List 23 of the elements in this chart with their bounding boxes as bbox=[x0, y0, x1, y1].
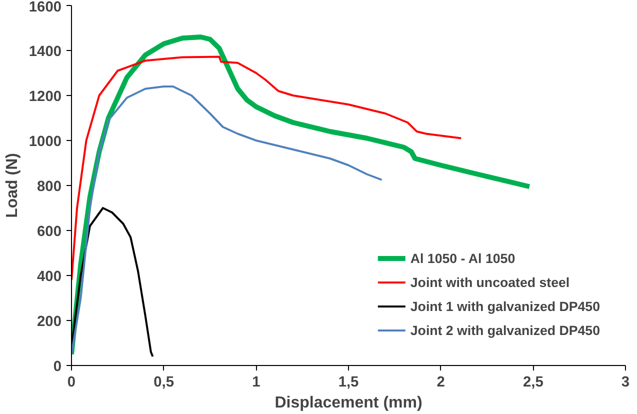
legend-label: Joint 1 with galvanized DP450 bbox=[410, 298, 600, 314]
y-tick-label: 800 bbox=[37, 179, 62, 195]
y-axis-title: Load (N) bbox=[4, 153, 21, 218]
y-tick-label: 600 bbox=[37, 224, 62, 240]
x-tick-label: 3 bbox=[621, 374, 630, 390]
x-tick-label: 1,5 bbox=[338, 374, 359, 390]
y-tick-label: 1400 bbox=[28, 44, 62, 60]
legend-label: Al 1050 - Al 1050 bbox=[410, 250, 516, 266]
y-tick-label: 1600 bbox=[28, 0, 62, 16]
y-tick-label: 400 bbox=[37, 269, 62, 285]
x-tick-label: 1 bbox=[252, 374, 260, 390]
legend-label: Joint 2 with galvanized DP450 bbox=[410, 322, 600, 338]
y-tick-label: 1000 bbox=[28, 134, 62, 150]
y-tick-label: 1200 bbox=[28, 89, 62, 105]
x-tick-label: 0,5 bbox=[154, 374, 174, 390]
y-tick-label: 200 bbox=[37, 314, 62, 330]
legend-label: Joint with uncoated steel bbox=[410, 274, 570, 290]
y-tick-label: 0 bbox=[53, 359, 62, 375]
x-axis-title: Displacement (mm) bbox=[274, 394, 422, 412]
x-tick-label: 2 bbox=[436, 374, 445, 390]
line-series bbox=[72, 86, 383, 356]
x-tick-label: 0 bbox=[67, 374, 76, 390]
x-tick-label: 2,5 bbox=[522, 374, 544, 390]
